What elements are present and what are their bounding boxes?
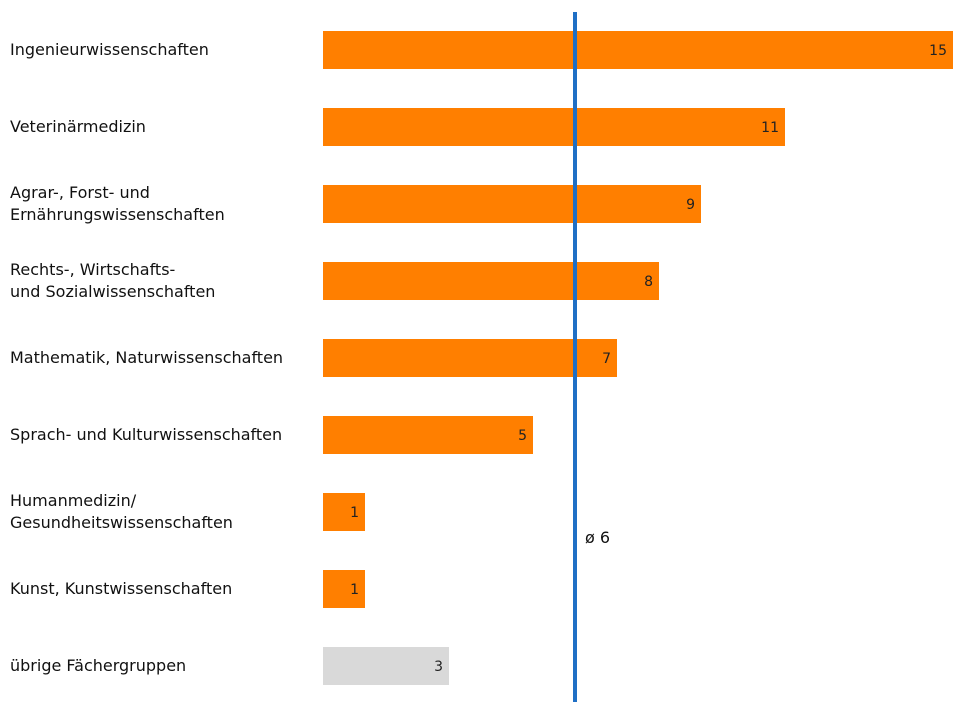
value-label: 1 [350,505,359,521]
bar [323,416,533,454]
bar [323,185,701,223]
category-label: Ingenieurwissenschaften [10,40,209,59]
reference-label: ø 6 [585,528,610,547]
bar [323,108,785,146]
value-label: 8 [644,274,653,290]
value-label: 1 [350,582,359,598]
bar [323,570,365,608]
value-label: 15 [929,43,947,59]
category-label: Veterinärmedizin [10,117,146,136]
category-label: übrige Fächergruppen [10,656,187,675]
category-label: Kunst, Kunstwissenschaften [10,579,233,598]
category-label: Rechts-, Wirtschafts- und Sozialwissensc… [10,260,216,301]
category-label: Sprach- und Kulturwissenschaften [10,425,283,444]
value-label: 5 [518,428,527,444]
value-label: 9 [686,197,695,213]
category-label: Mathematik, Naturwissenschaften [10,348,284,367]
bar [323,493,365,531]
category-label: Humanmedizin/ Gesundheitswissenschaften [10,491,233,532]
bar [323,31,953,69]
value-label: 7 [602,351,611,367]
bar [323,262,659,300]
bar [323,647,449,685]
value-label: 11 [761,120,779,136]
bar [323,339,617,377]
value-label: 3 [434,659,443,675]
category-label: Agrar-, Forst- und Ernährungswissenschaf… [10,183,225,224]
